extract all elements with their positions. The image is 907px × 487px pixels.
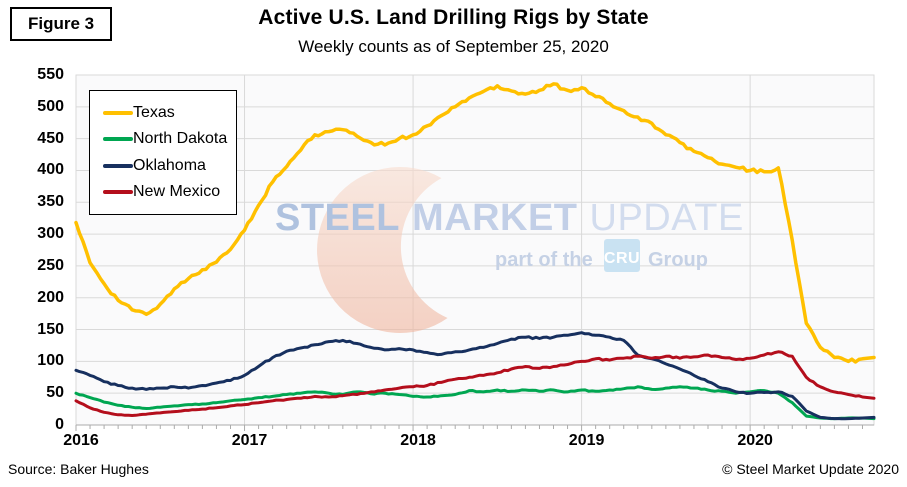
legend-line-icon-new-mexico: [103, 190, 133, 195]
y-axis-label-250: 250: [37, 256, 64, 274]
legend-line-icon-oklahoma: [103, 163, 133, 168]
watermark: STEEL MARKET UPDATE part of the CRU Group: [275, 166, 744, 333]
legend-item-new-mexico: New Mexico: [103, 183, 232, 201]
chart-subtitle: Weekly counts as of September 25, 2020: [298, 37, 609, 56]
watermark-cru-box: [604, 239, 640, 272]
x-axis-label-2017: 2017: [231, 432, 268, 449]
y-axis-label-150: 150: [37, 320, 64, 338]
legend-line-icon-texas: [103, 110, 133, 115]
series-line-texas: [74, 82, 876, 364]
watermark-crescent-icon: [317, 166, 448, 333]
y-axis-label-500: 500: [37, 97, 64, 115]
legend: Texas North Dakota Oklahoma New Mexico: [89, 90, 237, 215]
figure-badge: Figure 3: [10, 7, 113, 41]
x-axis-label-2019: 2019: [568, 432, 605, 449]
series-line-new-mexico: [74, 350, 876, 417]
y-axis-label-0: 0: [55, 416, 64, 433]
legend-label-new-mexico: New Mexico: [133, 183, 221, 201]
x-axis-label-2018: 2018: [400, 432, 436, 449]
y-axis-label-400: 400: [37, 161, 64, 179]
legend-item-oklahoma: Oklahoma: [103, 157, 232, 175]
legend-label-texas: Texas: [133, 103, 175, 121]
chart-title: Active U.S. Land Drilling Rigs by State: [258, 6, 649, 29]
y-axis-label-350: 350: [37, 193, 64, 211]
series-line-north-dakota: [74, 385, 876, 421]
watermark-tagline-suffix: Group: [648, 249, 708, 271]
x-axis-label-2016: 2016: [63, 432, 99, 449]
y-axis-label-450: 450: [37, 129, 64, 147]
watermark-cru-label: CRU: [604, 250, 640, 267]
x-axis-label-2020: 2020: [737, 432, 773, 449]
footer-copyright: © Steel Market Update 2020: [722, 461, 899, 477]
legend-label-north-dakota: North Dakota: [133, 130, 228, 148]
watermark-wordmark: STEEL MARKET UPDATE: [275, 197, 744, 239]
y-axis-label-300: 300: [37, 225, 64, 243]
legend-item-texas: Texas: [103, 104, 232, 122]
y-axis-label-550: 550: [37, 66, 64, 83]
y-axis-label-50: 50: [46, 384, 64, 402]
legend-line-icon-north-dakota: [103, 137, 133, 142]
watermark-tagline-prefix: part of the: [495, 249, 593, 271]
series-line-oklahoma: [74, 331, 876, 421]
legend-label-oklahoma: Oklahoma: [133, 156, 206, 174]
footer-source: Source: Baker Hughes: [8, 461, 149, 477]
y-axis-label-100: 100: [37, 352, 64, 370]
legend-item-north-dakota: North Dakota: [103, 130, 232, 148]
y-axis-label-200: 200: [37, 288, 64, 306]
